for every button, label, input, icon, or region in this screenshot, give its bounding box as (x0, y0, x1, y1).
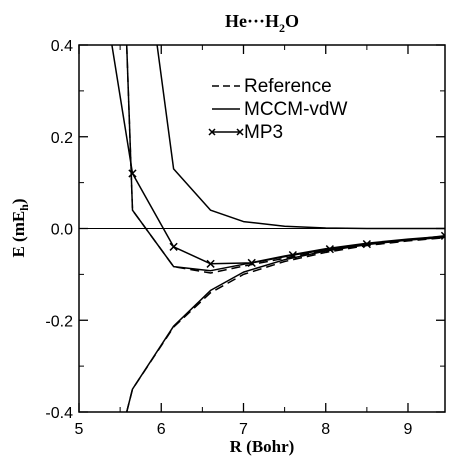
axes: 5 6 7 8 9 -0.4 -0.2 0.0 0.2 0.4 (45, 38, 445, 438)
y-tick-label: 0.0 (51, 222, 73, 239)
x-axis-label: R (Bohr) (230, 437, 295, 456)
legend-label-reference: Reference (244, 76, 332, 97)
chart-title: He···H2O (225, 11, 299, 35)
plot-frame (78, 44, 446, 413)
marker-mp3 (247, 258, 256, 268)
x-tick-label: 7 (239, 421, 248, 438)
marker-mp3 (362, 239, 371, 249)
legend-label-mccm-vdw: MCCM-vdW (244, 99, 347, 120)
x-tick-label: 8 (321, 421, 330, 438)
x-tick-label: 6 (157, 421, 166, 438)
y-tick-label: -0.2 (45, 313, 73, 330)
y-tick-label: -0.4 (45, 405, 73, 422)
y-axis-label: E (mEh) (9, 198, 31, 257)
marker-mp3 (325, 245, 334, 254)
y-tick-label: 0.2 (51, 130, 73, 147)
x-tick-label: 5 (75, 421, 84, 438)
series-line-mp3-1 (111, 45, 445, 265)
marker-mp3 (128, 169, 137, 178)
series-layer (111, 45, 445, 412)
marker-mp3 (206, 259, 215, 268)
legend-label-mp3: MP3 (244, 122, 283, 143)
legend-swatch-mp3 (208, 128, 244, 136)
x-tick-label: 9 (404, 421, 413, 438)
series-line-mccm-vdw-2 (125, 236, 445, 412)
marker-mp3 (169, 242, 178, 251)
series-line-mccm-vdw-3 (156, 45, 445, 230)
y-tick-label: 0.4 (51, 38, 73, 55)
marker-mp3 (440, 231, 445, 240)
marker-mp3 (288, 250, 297, 260)
legend: Reference MCCM-vdW MP3 (208, 76, 347, 143)
